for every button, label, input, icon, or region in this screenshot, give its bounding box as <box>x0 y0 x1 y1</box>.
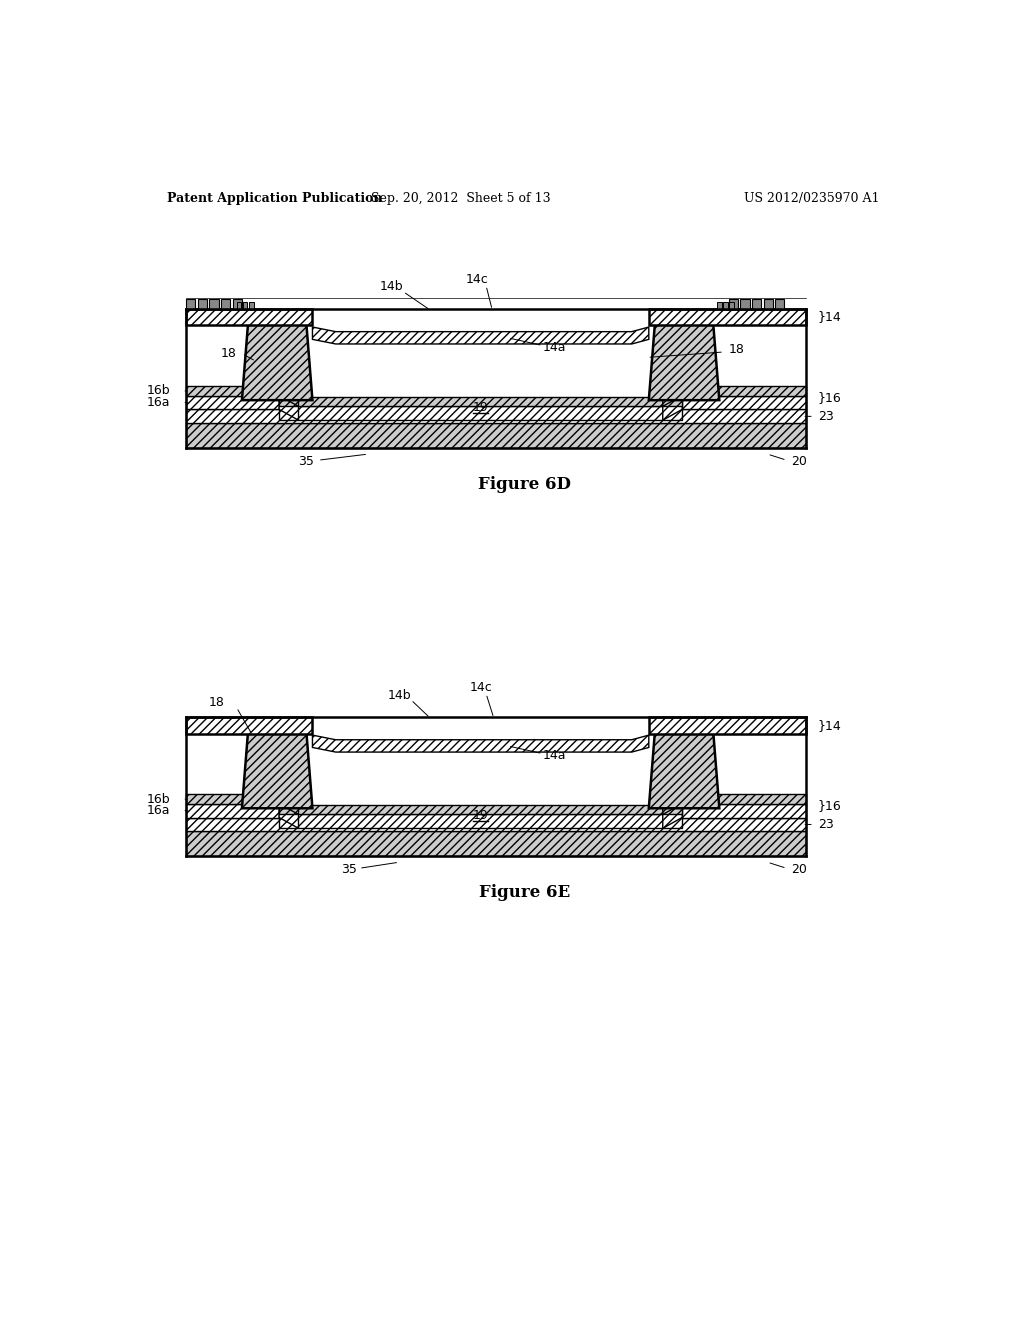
Text: 18: 18 <box>209 696 225 709</box>
Polygon shape <box>186 832 806 855</box>
Text: 18: 18 <box>220 347 237 360</box>
Polygon shape <box>764 300 773 309</box>
Polygon shape <box>209 300 219 309</box>
Polygon shape <box>186 396 280 409</box>
Text: 20: 20 <box>791 863 807 876</box>
Text: Sep. 20, 2012  Sheet 5 of 13: Sep. 20, 2012 Sheet 5 of 13 <box>372 191 551 205</box>
Polygon shape <box>312 735 649 752</box>
Polygon shape <box>649 322 719 400</box>
Polygon shape <box>186 795 280 804</box>
Polygon shape <box>280 795 299 814</box>
Polygon shape <box>280 804 299 829</box>
Text: Figure 6D: Figure 6D <box>478 477 571 494</box>
Text: 35: 35 <box>298 455 314 469</box>
Polygon shape <box>242 322 312 400</box>
Polygon shape <box>186 424 806 447</box>
Text: }14: }14 <box>818 718 842 731</box>
Polygon shape <box>740 300 750 309</box>
Polygon shape <box>312 327 649 345</box>
Polygon shape <box>186 804 280 817</box>
Text: 16b: 16b <box>147 384 171 397</box>
Text: }14: }14 <box>818 310 842 323</box>
Polygon shape <box>752 300 761 309</box>
Polygon shape <box>775 300 784 309</box>
Polygon shape <box>649 309 806 326</box>
Polygon shape <box>186 300 196 309</box>
Polygon shape <box>186 817 806 832</box>
Polygon shape <box>682 795 806 804</box>
Polygon shape <box>682 396 806 409</box>
Polygon shape <box>237 302 241 309</box>
Text: }16: }16 <box>818 800 842 813</box>
Text: 18: 18 <box>729 343 744 356</box>
Polygon shape <box>280 387 299 407</box>
Text: 23: 23 <box>818 409 834 422</box>
Text: 14c: 14c <box>469 681 492 694</box>
Text: 23: 23 <box>818 818 834 832</box>
Polygon shape <box>242 730 312 808</box>
Polygon shape <box>186 309 312 326</box>
Polygon shape <box>249 302 254 309</box>
Polygon shape <box>663 804 682 829</box>
Text: 20: 20 <box>791 455 807 469</box>
Polygon shape <box>682 387 806 396</box>
Text: 14b: 14b <box>387 689 411 702</box>
Text: Patent Application Publication: Patent Application Publication <box>167 191 382 205</box>
Polygon shape <box>723 302 728 309</box>
Text: 19: 19 <box>473 401 488 414</box>
Text: 14a: 14a <box>543 341 566 354</box>
Polygon shape <box>663 396 682 420</box>
Polygon shape <box>729 300 738 309</box>
Text: 14b: 14b <box>380 280 403 293</box>
Text: 16a: 16a <box>147 396 171 409</box>
Polygon shape <box>186 409 806 424</box>
Text: US 2012/0235970 A1: US 2012/0235970 A1 <box>744 191 880 205</box>
Text: 16b: 16b <box>147 792 171 805</box>
Polygon shape <box>717 302 722 309</box>
Text: 19: 19 <box>473 809 488 822</box>
Polygon shape <box>232 300 242 309</box>
Polygon shape <box>186 387 280 396</box>
Text: 35: 35 <box>341 863 356 876</box>
Polygon shape <box>221 300 230 309</box>
Polygon shape <box>198 300 207 309</box>
Text: }16: }16 <box>818 391 842 404</box>
Polygon shape <box>649 730 719 808</box>
Text: 14c: 14c <box>465 273 488 286</box>
Text: 16a: 16a <box>147 804 171 817</box>
Polygon shape <box>649 717 806 734</box>
Polygon shape <box>682 804 806 817</box>
Polygon shape <box>186 717 312 734</box>
Polygon shape <box>729 302 734 309</box>
Polygon shape <box>280 805 682 814</box>
Polygon shape <box>280 396 299 420</box>
Text: Figure 6E: Figure 6E <box>479 884 570 902</box>
Polygon shape <box>280 407 682 420</box>
Polygon shape <box>243 302 248 309</box>
Polygon shape <box>663 795 682 814</box>
Text: 14a: 14a <box>543 748 566 762</box>
Polygon shape <box>280 814 682 829</box>
Polygon shape <box>663 387 682 407</box>
Polygon shape <box>280 397 682 407</box>
